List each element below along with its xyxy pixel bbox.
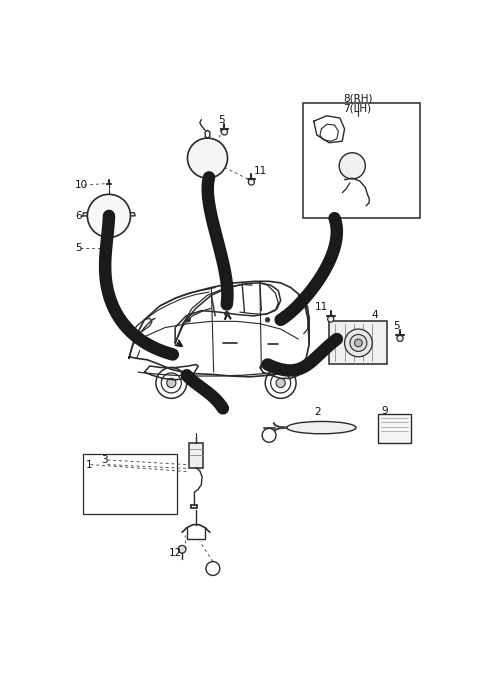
Circle shape — [344, 158, 361, 174]
Bar — [329, 321, 387, 364]
Bar — [378, 414, 411, 443]
Circle shape — [271, 373, 291, 393]
Circle shape — [96, 203, 121, 228]
Circle shape — [161, 373, 181, 393]
Circle shape — [188, 138, 228, 178]
Text: 4: 4 — [372, 310, 378, 320]
Circle shape — [193, 144, 221, 172]
Circle shape — [186, 318, 191, 322]
Circle shape — [87, 194, 131, 237]
Circle shape — [276, 379, 285, 387]
Text: 3: 3 — [101, 455, 108, 465]
Text: 10: 10 — [75, 180, 88, 190]
Circle shape — [348, 162, 356, 170]
Ellipse shape — [287, 421, 356, 434]
Circle shape — [106, 213, 112, 219]
Text: 8(RH): 8(RH) — [343, 94, 372, 104]
Circle shape — [265, 368, 296, 398]
Bar — [83, 454, 178, 514]
Text: A: A — [266, 431, 272, 440]
Text: 11: 11 — [254, 166, 267, 176]
Text: 1: 1 — [86, 460, 93, 470]
Circle shape — [206, 562, 220, 575]
Bar — [189, 443, 203, 468]
Bar — [303, 103, 420, 218]
Circle shape — [178, 546, 186, 553]
Text: 5: 5 — [394, 321, 400, 331]
Circle shape — [200, 151, 215, 166]
Circle shape — [167, 379, 176, 387]
Text: 2: 2 — [314, 407, 321, 417]
Circle shape — [265, 318, 270, 322]
Circle shape — [339, 153, 365, 179]
Text: 5: 5 — [218, 115, 225, 124]
Text: A: A — [210, 564, 216, 573]
Circle shape — [221, 129, 228, 135]
Circle shape — [397, 335, 403, 341]
Circle shape — [355, 339, 362, 347]
Circle shape — [328, 316, 334, 322]
Text: 7(LH): 7(LH) — [344, 104, 372, 114]
Circle shape — [262, 429, 276, 442]
Circle shape — [345, 329, 372, 357]
Text: 9: 9 — [382, 406, 388, 416]
Text: 5: 5 — [75, 243, 82, 254]
Text: 11: 11 — [315, 301, 328, 312]
Circle shape — [102, 209, 116, 223]
Circle shape — [204, 155, 211, 161]
Circle shape — [92, 199, 126, 233]
Circle shape — [350, 335, 367, 352]
Text: 4: 4 — [214, 147, 220, 157]
Circle shape — [225, 312, 229, 316]
Circle shape — [156, 368, 187, 398]
Text: 6: 6 — [75, 211, 82, 221]
Text: 12: 12 — [169, 548, 182, 558]
Circle shape — [248, 179, 254, 185]
